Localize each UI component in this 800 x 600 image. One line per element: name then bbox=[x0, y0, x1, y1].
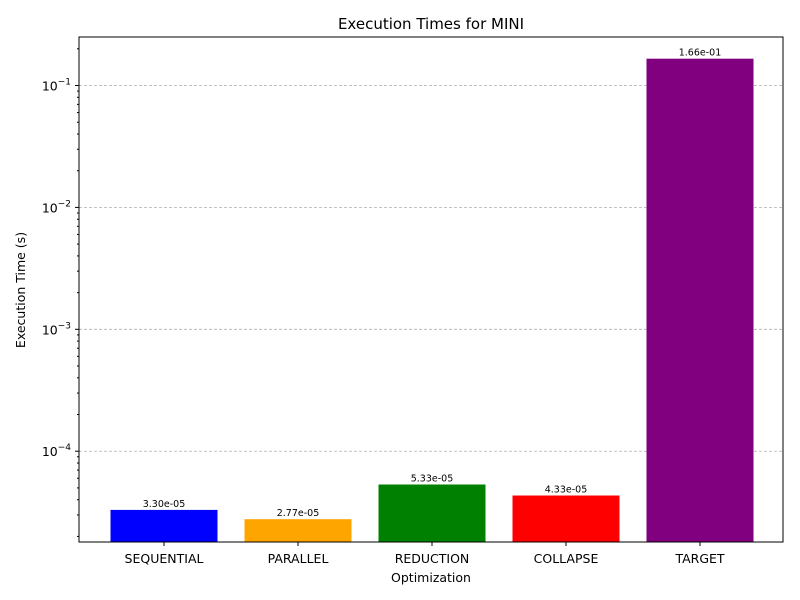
bar-reduction bbox=[378, 484, 486, 542]
y-axis-label: Execution Time (s) bbox=[13, 232, 28, 348]
data-label-reduction: 5.33e-05 bbox=[411, 474, 454, 485]
data-label-sequential: 3.30e-05 bbox=[143, 499, 186, 510]
x-tick-label-sequential: SEQUENTIAL bbox=[125, 551, 204, 566]
y-ticks: 10−4 10−3 10−2 10−1 bbox=[42, 48, 79, 537]
bar-sequential bbox=[110, 509, 218, 542]
data-label-parallel: 2.77e-05 bbox=[277, 508, 320, 519]
y-tick-label: 10−3 bbox=[42, 321, 71, 337]
bars bbox=[110, 58, 754, 542]
y-tick-label: 10−2 bbox=[42, 199, 71, 215]
chart-title: Execution Times for MINI bbox=[338, 15, 524, 33]
data-labels: 3.30e-05 2.77e-05 5.33e-05 4.33e-05 1.66e-01 bbox=[143, 48, 722, 520]
bar-collapse bbox=[512, 495, 620, 542]
x-tick-label-parallel: PARALLEL bbox=[268, 551, 329, 566]
x-tick-label-reduction: REDUCTION bbox=[395, 551, 470, 566]
plot-frame bbox=[78, 36, 784, 543]
bar-parallel bbox=[244, 519, 352, 542]
data-label-collapse: 4.33e-05 bbox=[545, 485, 588, 496]
x-tick-label-collapse: COLLAPSE bbox=[534, 551, 599, 566]
x-ticks: SEQUENTIAL PARALLEL REDUCTION COLLAPSE TARGE… bbox=[125, 542, 725, 566]
data-label-target: 1.66e-01 bbox=[679, 48, 722, 59]
y-tick-label: 10−1 bbox=[42, 78, 71, 94]
x-axis-label: Optimization bbox=[391, 570, 471, 585]
x-tick-label-target: TARGET bbox=[674, 551, 724, 566]
bar-target bbox=[646, 58, 754, 542]
y-tick-label: 10−4 bbox=[42, 443, 71, 459]
